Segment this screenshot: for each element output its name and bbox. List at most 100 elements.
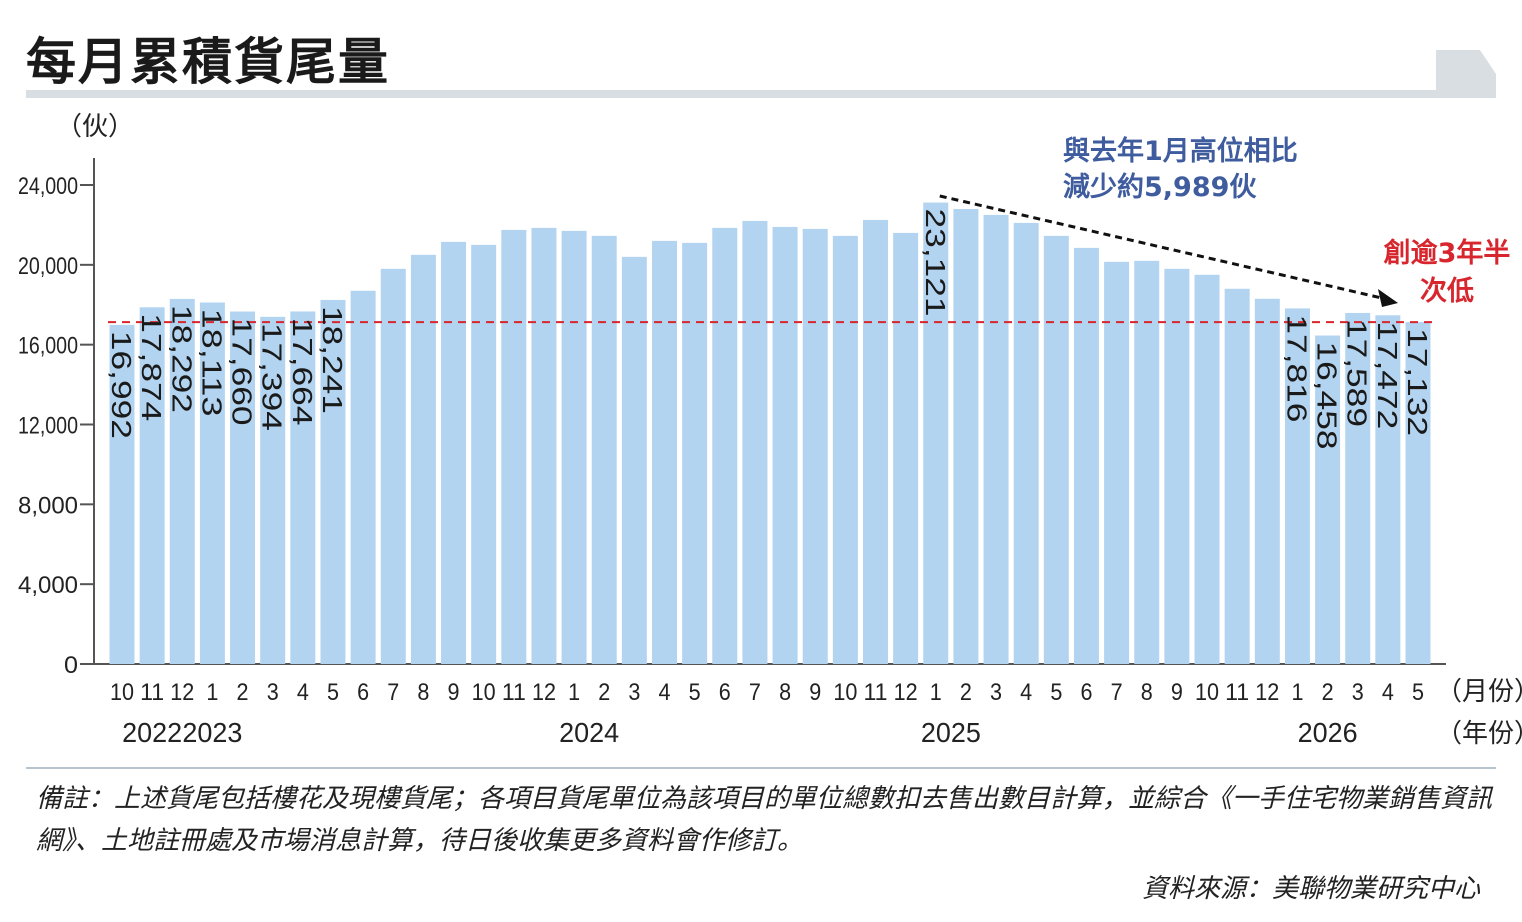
- y-unit-label: （伙）: [56, 112, 134, 142]
- month-label: 6: [719, 679, 731, 706]
- y-tick-label: 16,000: [18, 333, 78, 360]
- month-label: 7: [387, 679, 399, 706]
- data-label: 17,472: [1372, 321, 1403, 429]
- bar: [501, 229, 527, 664]
- month-label: 1: [1291, 679, 1303, 706]
- bar-series: [109, 202, 1431, 665]
- bar: [1345, 312, 1371, 664]
- bar: [320, 299, 346, 664]
- year-label: 2022: [122, 717, 182, 748]
- year-label: 2026: [1298, 717, 1358, 748]
- y-tick-label: 0: [64, 652, 78, 679]
- trend-arrowhead: [1378, 289, 1398, 307]
- month-label: 11: [502, 679, 526, 706]
- month-label: 9: [809, 679, 821, 706]
- month-label: 12: [1255, 679, 1279, 706]
- bar: [923, 202, 949, 664]
- month-label: 8: [1141, 679, 1153, 706]
- month-label: 5: [1050, 679, 1062, 706]
- month-label: 7: [749, 679, 761, 706]
- bar: [1194, 274, 1220, 664]
- bar: [561, 230, 587, 664]
- month-label: 12: [894, 679, 918, 706]
- bar: [290, 311, 316, 664]
- title-underline-arrow: [26, 50, 1496, 98]
- month-label: 2: [598, 679, 610, 706]
- decline-trend-line: [939, 194, 1387, 301]
- month-label: 1: [568, 679, 580, 706]
- bar: [1013, 222, 1039, 664]
- data-labels: 16,992 17,874 18,292 18,113 17,660 17,394 17,6…: [106, 209, 1433, 450]
- bar: [441, 241, 467, 664]
- bar: [832, 235, 858, 665]
- data-label: 18,292: [166, 305, 197, 413]
- month-label: 10: [472, 679, 496, 706]
- bar: [1405, 322, 1431, 664]
- year-label: 2025: [921, 717, 981, 748]
- month-label: 3: [1352, 679, 1364, 706]
- data-label: 17,394: [257, 323, 288, 431]
- data-label: 17,589: [1342, 319, 1373, 427]
- data-label: 17,132: [1402, 328, 1433, 436]
- bar: [531, 227, 557, 665]
- month-label: 8: [779, 679, 791, 706]
- bar: [410, 254, 436, 664]
- title-arrow-band: [26, 50, 1496, 98]
- month-label: 2: [237, 679, 249, 706]
- month-label: 5: [327, 679, 339, 706]
- bar: [350, 290, 376, 664]
- month-label: 2: [960, 679, 972, 706]
- bar: [1254, 298, 1280, 664]
- month-label: 12: [170, 679, 194, 706]
- month-label: 10: [110, 679, 134, 706]
- month-label: 3: [628, 679, 640, 706]
- x-axis-labels: 10 11 12 1 2 3 4 5 6 7 8 9 10 11 12 1 2 3 4 5 6 7 8 9 10 11 12 1 2 3 4…: [110, 677, 1522, 749]
- month-label: 10: [1195, 679, 1219, 706]
- bar: [862, 219, 888, 665]
- month-label: 11: [863, 679, 887, 706]
- data-label: 17,664: [287, 317, 318, 425]
- bar: [712, 227, 738, 665]
- y-tick-label: 24,000: [18, 173, 78, 200]
- data-label: 17,874: [136, 313, 167, 421]
- bar: [1104, 261, 1130, 664]
- x-unit-year: （年份）: [1436, 719, 1522, 749]
- month-label: 12: [532, 679, 556, 706]
- month-label: 3: [990, 679, 1002, 706]
- footer-source: 資料來源：美聯物業研究中心: [1141, 874, 1480, 904]
- bar: [1164, 268, 1190, 664]
- bar: [230, 311, 256, 664]
- footer-note: 備註：上述貨尾包括樓花及現樓貨尾；各項目貨尾單位為該項目的單位總數扣去售出數目計…: [36, 784, 1493, 856]
- month-label: 6: [357, 679, 369, 706]
- chart-title: 每月累積貨尾量: [26, 33, 390, 91]
- bar: [1315, 335, 1341, 664]
- bar: [983, 214, 1009, 664]
- month-label: 4: [1382, 679, 1394, 706]
- bar: [1224, 288, 1250, 664]
- bar: [139, 307, 165, 664]
- month-label: 4: [659, 679, 671, 706]
- month-label: 2: [1322, 679, 1334, 706]
- bar: [772, 226, 798, 664]
- month-label: 6: [1080, 679, 1092, 706]
- data-label: 16,458: [1312, 342, 1343, 450]
- month-label: 10: [833, 679, 857, 706]
- month-label: 11: [1225, 679, 1249, 706]
- data-label: 18,113: [196, 308, 227, 416]
- month-label: 9: [1171, 679, 1183, 706]
- bar: [893, 232, 919, 664]
- chart-axes: 0 4,000 8,000 12,000 16,000 20,000 24,000 （伙）: [18, 112, 1446, 679]
- data-label: 16,992: [106, 331, 137, 439]
- bar: [802, 228, 828, 665]
- data-label: 23,121: [920, 209, 951, 317]
- bar: [621, 256, 647, 664]
- y-tick-label: 20,000: [18, 253, 78, 280]
- month-label: 4: [297, 679, 309, 706]
- decline-annotation-line2: 減少約5,989伙: [1063, 171, 1257, 203]
- data-label: 18,241: [317, 306, 348, 414]
- bar: [1375, 315, 1401, 664]
- y-tick-label: 12,000: [18, 413, 78, 440]
- low-annotation-line2: 次低: [1420, 276, 1474, 307]
- month-label: 11: [140, 679, 164, 706]
- bar: [169, 298, 195, 664]
